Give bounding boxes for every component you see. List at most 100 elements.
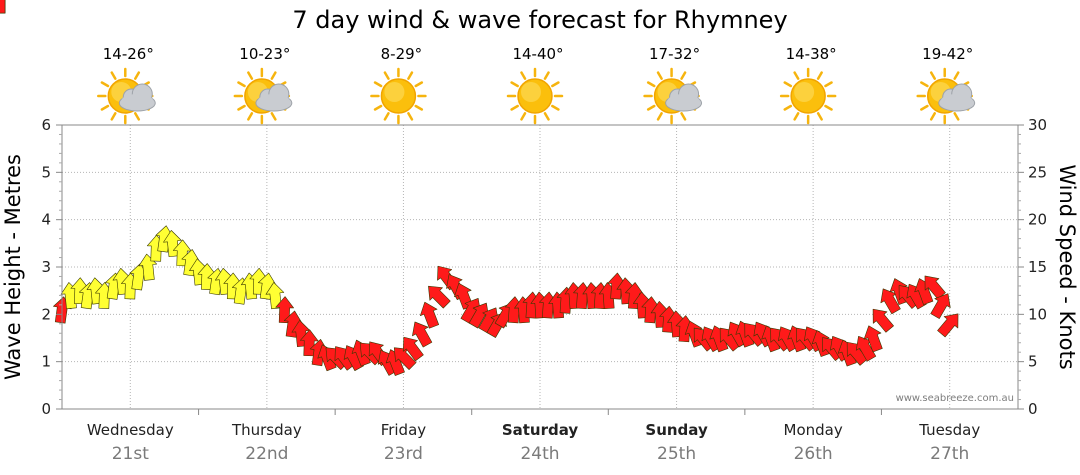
wind-arrows <box>0 0 959 376</box>
day-date-label: 25th <box>657 444 696 464</box>
sun-ray <box>543 71 550 80</box>
sun-ray <box>551 81 560 88</box>
cloud-fill <box>121 94 154 108</box>
cloud-shape <box>938 83 976 112</box>
daily-temperatures: 14-26° 10-23° 8-29° 14-40° 17-32° 14-38° 19-42… <box>103 45 974 63</box>
temperature-label: 10-23° <box>239 45 290 63</box>
sunny-icon <box>506 67 564 125</box>
day-date-label: 22nd <box>245 444 288 464</box>
wind-arrow <box>863 325 883 353</box>
sun-highlight <box>521 82 541 102</box>
sun-ray <box>646 81 656 88</box>
sun-ray <box>929 112 936 121</box>
sun-ray <box>656 71 663 80</box>
sun-ray <box>270 71 277 80</box>
temperature-label: 8-29° <box>381 45 423 63</box>
partly-cloudy-icon <box>643 67 703 125</box>
wind-arrow <box>412 321 433 348</box>
sun-ray <box>134 71 141 80</box>
right-tick-label: 5 <box>1028 353 1038 371</box>
sun-ray <box>373 81 383 88</box>
left-tick-label: 4 <box>41 211 51 229</box>
sun-ray <box>100 81 110 88</box>
day-date-label: 24th <box>520 444 559 464</box>
sunny-icon <box>779 67 837 125</box>
sun-ray <box>920 81 929 88</box>
chart-title: 7 day wind & wave forecast for Rhymney <box>292 6 787 34</box>
watermark-text: www.seabreeze.com.au <box>896 393 1014 404</box>
sun-ray <box>383 112 390 121</box>
right-tick-label: 15 <box>1028 258 1047 276</box>
sun-highlight <box>384 82 405 102</box>
left-tick-label: 3 <box>41 258 51 276</box>
sun-shape <box>506 67 564 125</box>
right-tick-label: 0 <box>1028 400 1038 418</box>
left-tick-label: 1 <box>41 353 51 371</box>
sun-ray <box>383 71 390 80</box>
wind-arrow <box>265 282 285 310</box>
cloud-fill <box>667 94 700 108</box>
sun-ray <box>783 81 793 88</box>
wind-arrow <box>419 301 440 329</box>
day-name-label: Saturday <box>502 421 579 439</box>
sun-ray <box>920 104 929 111</box>
sun-ray <box>134 112 141 121</box>
sun-ray <box>646 104 656 111</box>
right-axis-title: Wind Speed - Knots <box>1055 164 1079 369</box>
day-name-label: Monday <box>784 421 843 439</box>
sun-ray <box>793 71 800 80</box>
day-name-label: Sunday <box>645 421 708 439</box>
sun-ray <box>414 81 424 88</box>
day-date-label: 27th <box>930 444 969 464</box>
sun-highlight <box>794 82 815 102</box>
day-date-label: 21st <box>112 444 149 464</box>
sun-ray <box>270 112 277 121</box>
sun-ray <box>793 112 800 121</box>
sun-ray <box>953 71 960 80</box>
sun-ray <box>824 104 833 111</box>
right-axis-ticks: 0 5 10 15 20 25 30 <box>1018 116 1047 418</box>
temperature-label: 14-38° <box>786 45 837 63</box>
left-tick-label: 6 <box>41 116 51 134</box>
left-tick-label: 0 <box>41 400 51 418</box>
sun-ray <box>680 112 687 121</box>
x-axis-day-labels: Wednesday 21st Thursday 22nd Friday 23rd Satur… <box>87 421 980 464</box>
left-axis-ticks: 0 1 2 3 4 5 6 <box>41 116 62 418</box>
temperature-label: 17-32° <box>649 45 700 63</box>
sun-ray <box>110 112 117 121</box>
wind-arrow <box>930 293 951 319</box>
sun-ray <box>680 71 687 80</box>
right-tick-label: 25 <box>1028 163 1047 181</box>
wind-arrow <box>811 330 831 357</box>
day-name-label: Wednesday <box>87 421 174 439</box>
sun-ray <box>929 71 936 80</box>
sun-ray <box>656 112 663 121</box>
day-name-label: Tuesday <box>918 421 980 439</box>
sun-shape <box>370 67 427 125</box>
sun-ray <box>237 104 246 111</box>
wind-arrow <box>428 285 451 309</box>
right-tick-label: 20 <box>1028 211 1047 229</box>
sun-ray <box>816 112 823 121</box>
partly-cloudy-icon <box>916 67 976 125</box>
day-name-label: Thursday <box>231 421 302 439</box>
sun-ray <box>237 81 246 88</box>
cloud-shape <box>118 83 156 112</box>
sun-ray <box>247 71 254 80</box>
sun-ray <box>247 112 254 121</box>
sun-ray <box>407 71 414 80</box>
sun-shape <box>779 67 837 125</box>
partly-cloudy-icon <box>233 67 293 125</box>
sun-ray <box>953 112 960 121</box>
sun-ray <box>543 112 550 121</box>
wind-arrow <box>402 336 424 362</box>
left-axis-title: Wave Height - Metres <box>1 154 25 380</box>
sun-ray <box>100 104 110 111</box>
cloud-fill <box>940 94 973 108</box>
cloud-shape <box>255 83 293 112</box>
day-date-label: 26th <box>794 444 833 464</box>
partly-cloudy-icon <box>97 67 156 125</box>
sun-ray <box>824 81 833 88</box>
sun-ray <box>373 104 383 111</box>
